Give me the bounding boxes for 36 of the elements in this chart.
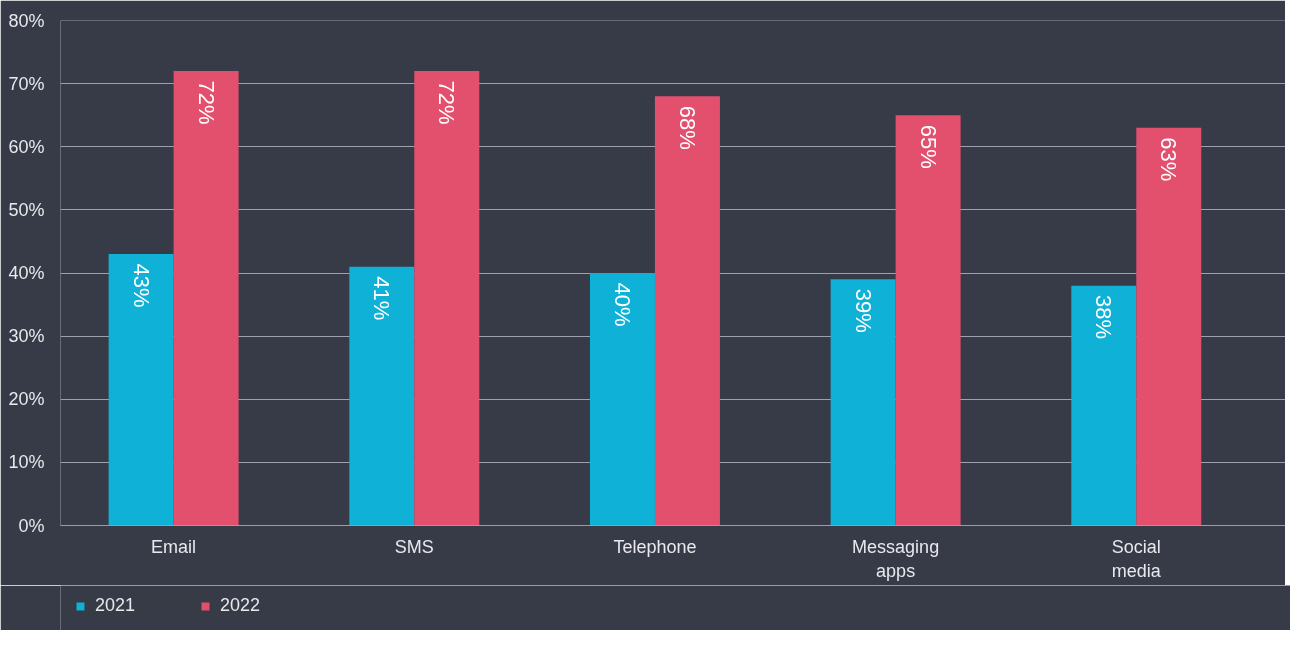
x-tick-label: SMS [394, 536, 434, 557]
y-tick-label: 80% [8, 10, 45, 31]
bar [830, 279, 896, 526]
data-label: 43% [128, 263, 154, 308]
data-label: 39% [850, 288, 876, 333]
data-label: 63% [1156, 137, 1182, 182]
data-label: 40% [609, 282, 635, 327]
data-label: 72% [434, 80, 460, 125]
data-label: 72% [193, 80, 219, 125]
bar [1136, 127, 1202, 526]
bar [349, 266, 415, 526]
y-tick-label: 10% [8, 452, 45, 473]
bar [589, 273, 655, 526]
y-tick-label: 0% [18, 515, 45, 536]
bar [895, 115, 961, 526]
bar [173, 71, 239, 526]
legend-label: 2021 [95, 595, 136, 616]
y-tick-label: 40% [8, 263, 45, 283]
x-tick-label: Telephone [613, 536, 697, 557]
y-tick-label: 70% [8, 73, 45, 94]
data-label: 68% [674, 105, 700, 150]
y-tick-label: 30% [8, 326, 45, 347]
data-label: 65% [915, 124, 941, 169]
y-tick-label: 50% [8, 199, 45, 220]
y-tick-label: 20% [8, 389, 45, 410]
x-tick-label: Social media [1111, 536, 1162, 581]
y-tick-label: 60% [8, 136, 45, 157]
data-label: 41% [369, 276, 395, 321]
data-label: 38% [1091, 295, 1117, 340]
x-tick-label: Messaging apps [852, 536, 940, 581]
bar [654, 96, 720, 526]
bar [108, 254, 174, 526]
legend-label: 2022 [220, 595, 261, 616]
bar [414, 71, 480, 526]
x-tick-label: Email [151, 536, 197, 557]
bar [1071, 285, 1137, 526]
